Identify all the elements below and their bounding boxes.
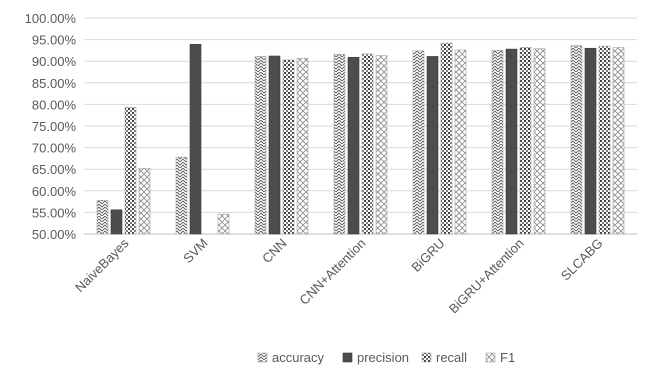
bar-recall-cnn-attention <box>361 53 374 235</box>
legend-label-f1: F1 <box>500 350 515 365</box>
y-tick-label: 95.00% <box>32 33 77 48</box>
x-category-label: SLCABG <box>558 236 606 284</box>
y-tick-label: 60.00% <box>32 184 77 199</box>
bar-precision-cnn <box>268 55 281 235</box>
legend-swatch-f1 <box>485 352 496 363</box>
bar-recall-bigru-attention <box>519 47 532 235</box>
y-axis-tick-labels: 50.00% 55.00% 60.00% 65.00% 70.00% 75.00% 80.0… <box>25 11 77 242</box>
bar-f1-cnn <box>296 57 309 235</box>
bar-f1-cnn-attention <box>375 55 388 235</box>
y-tick-label: 75.00% <box>32 119 77 134</box>
x-category-label: CNN+Attention <box>296 236 368 308</box>
x-category-label: CNN <box>259 236 290 267</box>
bar-precision-bigru-attention <box>505 48 518 235</box>
legend-swatch-precision <box>342 352 353 363</box>
bar-f1-naivebayes <box>138 168 151 235</box>
y-tick-label: 80.00% <box>32 97 77 112</box>
x-category-label: BiGRU+Attention <box>446 236 527 317</box>
bar-precision-slcabg <box>584 47 597 235</box>
x-axis-category-labels: NaiveBayes SVM CNN CNN+Attention BiGRUBiGRU+… <box>72 235 606 316</box>
x-category-label: NaiveBayes <box>72 235 132 295</box>
y-tick-label: 90.00% <box>32 54 77 69</box>
y-tick-label: 55.00% <box>32 205 77 220</box>
bar-accuracy-bigru-attention <box>491 50 504 235</box>
bar-f1-slcabg <box>612 47 625 235</box>
gridlines <box>84 17 637 235</box>
y-tick-label: 100.00% <box>25 11 77 26</box>
bar-accuracy-cnn-attention <box>333 53 346 235</box>
y-tick-label: 70.00% <box>32 141 77 156</box>
bar-precision-cnn-attention <box>347 57 360 235</box>
bar-recall-bigru <box>440 42 453 235</box>
legend-label-recall: recall <box>436 350 467 365</box>
bar-precision-bigru <box>426 56 439 235</box>
y-tick-label: 65.00% <box>32 162 77 177</box>
legend-label-accuracy: accuracy <box>272 350 325 365</box>
bar-recall-cnn <box>282 59 295 235</box>
bar-accuracy-svm <box>175 156 188 235</box>
bar-accuracy-cnn <box>254 56 267 235</box>
legend: accuracy precision recall F1 <box>257 350 515 365</box>
y-tick-label: 50.00% <box>32 227 77 242</box>
bar-accuracy-bigru <box>412 50 425 235</box>
x-category-label: BiGRU <box>408 236 447 275</box>
y-tick-label: 85.00% <box>32 76 77 91</box>
x-category-label: SVM <box>180 236 211 267</box>
bar-precision-svm <box>189 44 202 235</box>
bar-f1-bigru-attention <box>533 48 546 235</box>
bar-f1-svm <box>217 213 230 235</box>
bar-accuracy-naivebayes <box>96 200 109 235</box>
legend-swatch-accuracy <box>257 352 268 363</box>
bars <box>96 42 625 235</box>
legend-label-precision: precision <box>357 350 409 365</box>
bar-recall-naivebayes <box>124 107 137 235</box>
bar-accuracy-slcabg <box>570 45 583 235</box>
bar-f1-bigru <box>454 49 467 235</box>
legend-swatch-recall <box>421 352 432 363</box>
bar-precision-naivebayes <box>110 209 123 235</box>
bar-recall-slcabg <box>598 45 611 235</box>
